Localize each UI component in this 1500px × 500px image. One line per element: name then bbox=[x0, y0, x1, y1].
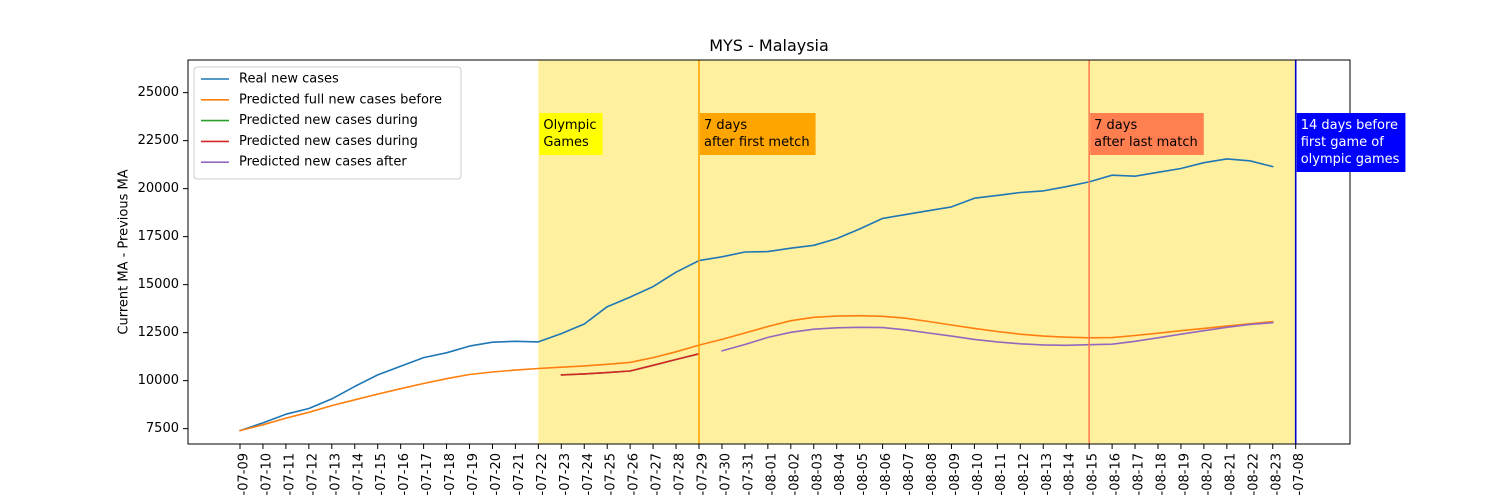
x-tick-label: -07-24 bbox=[581, 453, 596, 495]
x-tick-label: -08-04 bbox=[833, 453, 848, 495]
x-tick-label: -08-11 bbox=[994, 453, 1009, 495]
vline-layer bbox=[698, 60, 1297, 444]
x-tick-label: -08-07 bbox=[902, 453, 917, 495]
legend-label: Predicted full new cases before bbox=[239, 92, 442, 107]
x-tick-label: -07-21 bbox=[512, 453, 527, 495]
annotation-box: 7 days after first metch bbox=[700, 113, 816, 155]
annotation-text: 14 days before bbox=[1301, 118, 1398, 133]
annotation-text: 7 days bbox=[704, 118, 747, 133]
y-tick-label: 15000 bbox=[138, 277, 179, 292]
series-layer bbox=[239, 158, 1274, 432]
x-tick-label: -08-22 bbox=[1246, 453, 1261, 495]
y-tick-label: 7500 bbox=[146, 421, 179, 436]
legend-label: Real new cases bbox=[239, 72, 339, 87]
x-tick-label: -08-13 bbox=[1040, 453, 1055, 495]
x-tick-label: -07-25 bbox=[604, 453, 619, 495]
x-tick-label: -08-05 bbox=[856, 453, 871, 495]
annotation-box: Olympic Games bbox=[539, 113, 603, 155]
x-tick-label: -08-20 bbox=[1200, 453, 1215, 495]
annotation-text: olympic games bbox=[1301, 152, 1400, 167]
annotation-box: 7 days after last match bbox=[1090, 113, 1204, 155]
y-tick-label: 22500 bbox=[138, 133, 179, 148]
annotation-background bbox=[700, 113, 816, 155]
x-tick-label: -08-15 bbox=[1086, 453, 1101, 495]
series-line-0 bbox=[239, 158, 1274, 432]
legend: Real new cases Predicted full new cases b… bbox=[193, 66, 462, 180]
y-tick-label: 17500 bbox=[138, 229, 179, 244]
x-tick-label: -07-30 bbox=[718, 453, 733, 495]
series-line-4 bbox=[721, 321, 1274, 352]
x-tick-label: -07-11 bbox=[282, 453, 297, 495]
annotation-text: 7 days bbox=[1094, 118, 1137, 133]
x-tick-label: -07-10 bbox=[259, 453, 274, 495]
x-tick-label: -08-09 bbox=[948, 453, 963, 495]
x-tick-label: -07-23 bbox=[558, 453, 573, 495]
legend-frame bbox=[193, 66, 462, 180]
annotation-text: Games bbox=[543, 135, 589, 150]
x-tick-label: -08-16 bbox=[1109, 453, 1124, 495]
x-tick-label: -08-23 bbox=[1269, 453, 1284, 495]
x-tick-label: -07-22 bbox=[535, 453, 550, 495]
x-tick-label: -07-17 bbox=[420, 453, 435, 495]
x-tick-label: -07-28 bbox=[673, 453, 688, 495]
annotation-box: 14 days before first game of olympic games bbox=[1296, 113, 1406, 172]
chart-title: MYS - Malaysia bbox=[709, 36, 829, 55]
series-line-3 bbox=[560, 352, 700, 376]
plot-frame bbox=[187, 59, 1351, 445]
annotation-background bbox=[539, 113, 603, 155]
annotation-text: after first metch bbox=[704, 135, 810, 150]
y-axis: 7500 10000 12500 15000 17500 20000 22500 25000 bbox=[138, 85, 188, 436]
x-tick-label: -08-17 bbox=[1132, 453, 1147, 495]
x-tick-label: -08-19 bbox=[1177, 453, 1192, 495]
series-line-1 bbox=[239, 314, 1274, 432]
x-tick-label: -07-09 bbox=[237, 453, 252, 495]
x-tick-label: -07-16 bbox=[397, 453, 412, 495]
x-tick-label: -08-21 bbox=[1223, 453, 1238, 495]
x-tick-label: -07-12 bbox=[305, 453, 320, 495]
y-tick-label: 10000 bbox=[138, 373, 179, 388]
x-tick-label: -08-03 bbox=[810, 453, 825, 495]
y-tick-label: 20000 bbox=[138, 181, 179, 196]
x-tick-label: -07-29 bbox=[696, 453, 711, 495]
x-axis: -07-09 -07-10 -07-11 -07-12 -07-13 -07-14 -07-… bbox=[237, 444, 1307, 495]
x-tick-label: -08-10 bbox=[971, 453, 986, 495]
legend-label: Predicted new cases during bbox=[239, 113, 418, 128]
annotation-text: after last match bbox=[1094, 135, 1198, 150]
legend-label: Predicted new cases during bbox=[239, 134, 418, 149]
x-tick-label: -07-20 bbox=[489, 453, 504, 495]
y-tick-label: 25000 bbox=[138, 85, 179, 100]
x-tick-label: -08-06 bbox=[879, 453, 894, 495]
x-tick-label: -08-12 bbox=[1017, 453, 1032, 495]
x-tick-label: -07-08 bbox=[1292, 453, 1307, 495]
x-tick-label: -07-31 bbox=[741, 453, 756, 495]
x-tick-label: -07-19 bbox=[466, 453, 481, 495]
x-tick-label: -08-01 bbox=[764, 453, 779, 495]
x-tick-label: -07-18 bbox=[443, 453, 458, 495]
x-tick-label: -08-02 bbox=[787, 453, 802, 495]
annotation-background bbox=[1296, 113, 1406, 172]
y-axis-label: Current MA - Previous MA bbox=[117, 169, 132, 334]
x-tick-label: -07-27 bbox=[650, 453, 665, 495]
x-tick-label: -07-13 bbox=[328, 453, 343, 495]
x-tick-label: -07-15 bbox=[374, 453, 389, 495]
y-tick-label: 12500 bbox=[138, 325, 179, 340]
annotation-text: first game of bbox=[1301, 135, 1385, 150]
annotation-text: Olympic bbox=[543, 118, 596, 133]
legend-label: Predicted new cases after bbox=[239, 155, 407, 170]
x-tick-label: -07-14 bbox=[351, 453, 366, 495]
x-tick-label: -08-18 bbox=[1155, 453, 1170, 495]
x-tick-label: -08-14 bbox=[1063, 453, 1078, 495]
x-tick-label: -08-08 bbox=[925, 453, 940, 495]
annotation-background bbox=[1090, 113, 1204, 155]
x-tick-label: -07-26 bbox=[627, 453, 642, 495]
